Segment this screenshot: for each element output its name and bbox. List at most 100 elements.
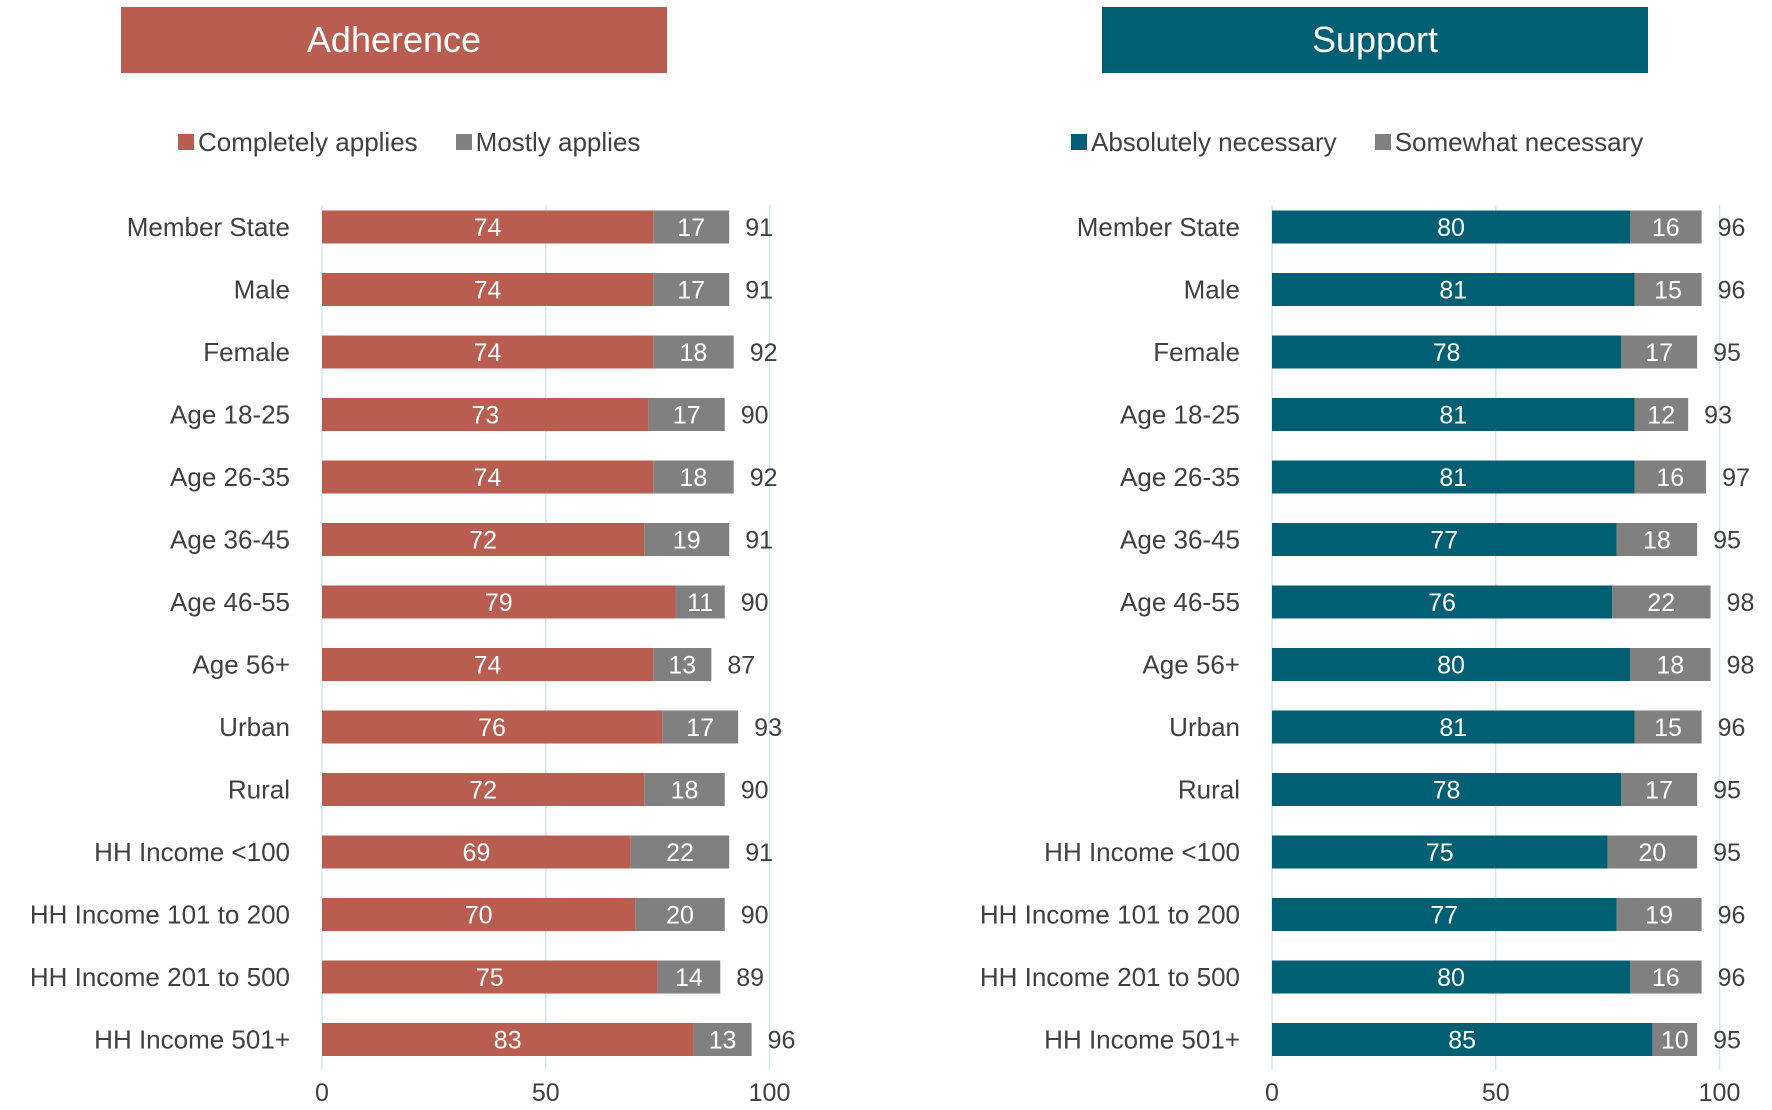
support-data-label-somewhat-necessary-age-46-55: 22: [1647, 589, 1675, 617]
adherence-data-label-mostly-applies-hh-income-201-to-500: 14: [675, 964, 703, 992]
adherence-bar-mostly-applies-male: [653, 273, 730, 306]
adherence-tick-label-50: 50: [532, 1079, 560, 1107]
adherence-total-label-male: 91: [745, 277, 773, 305]
adherence-total-label-hh-income-201-to-500: 89: [736, 964, 764, 992]
support-bar-somewhat-necessary-age-26-35: [1634, 460, 1707, 494]
adherence-category-label-hh-income-201-to-500: HH Income 201 to 500: [30, 962, 290, 992]
legend-item-completely-applies: Completely applies: [178, 127, 418, 158]
adherence-data-label-mostly-applies-hh-income-100: 22: [666, 839, 694, 867]
adherence-bar-mostly-applies-age-18-25: [648, 398, 725, 431]
support-bar-somewhat-necessary-rural: [1621, 773, 1698, 806]
adherence-total-label-hh-income-101-to-200: 90: [741, 902, 769, 930]
adherence-bar-completely-applies-age-36-45: [322, 523, 645, 556]
support-bar-absolutely-necessary-age-18-25: [1272, 398, 1635, 431]
adherence-category-label-age-26-35: Age 26-35: [170, 462, 290, 492]
adherence-bar-completely-applies-rural: [322, 773, 645, 806]
adherence-bar-mostly-applies-hh-income-201-to-500: [657, 960, 721, 994]
support-category-label-age-46-55: Age 46-55: [1120, 587, 1240, 617]
support-total-label-hh-income-201-to-500: 96: [1718, 964, 1746, 992]
support-bar-absolutely-necessary-age-46-55: [1272, 585, 1613, 619]
adherence-category-label-rural: Rural: [228, 775, 290, 805]
legend-item-somewhat-necessary: Somewhat necessary: [1374, 127, 1643, 158]
adherence-bar-mostly-applies-age-26-35: [653, 460, 734, 494]
adherence-data-label-completely-applies-hh-income-201-to-500: 75: [476, 964, 504, 992]
support-data-label-absolutely-necessary-hh-income-100: 75: [1426, 839, 1454, 867]
support-total-label-age-36-45: 95: [1713, 527, 1741, 555]
adherence-data-label-completely-applies-age-46-55: 79: [485, 589, 513, 617]
support-category-label-hh-income-201-to-500: HH Income 201 to 500: [980, 962, 1240, 992]
support-data-label-somewhat-necessary-age-56: 18: [1656, 652, 1684, 680]
legend-item-absolutely-necessary: Absolutely necessary: [1071, 127, 1337, 158]
adherence-bar-completely-applies-urban: [322, 710, 663, 744]
adherence-total-label-female: 92: [750, 339, 778, 367]
adherence-data-label-completely-applies-age-26-35: 74: [474, 464, 502, 492]
legend-swatch-absolutely-necessary: [1071, 134, 1087, 150]
support-data-label-somewhat-necessary-urban: 15: [1654, 714, 1682, 742]
support-data-label-somewhat-necessary-member-state: 16: [1652, 214, 1680, 242]
adherence-total-label-age-18-25: 90: [741, 402, 769, 430]
support-data-label-absolutely-necessary-urban: 81: [1439, 714, 1467, 742]
support-total-label-hh-income-101-to-200: 96: [1718, 902, 1746, 930]
adherence-bar-completely-applies-age-18-25: [322, 398, 649, 431]
adherence-data-label-mostly-applies-age-56: 13: [668, 652, 696, 680]
adherence-legend: Completely applies Mostly applies: [178, 127, 678, 157]
support-data-label-absolutely-necessary-hh-income-101-to-200: 77: [1430, 902, 1458, 930]
adherence-data-label-mostly-applies-urban: 17: [686, 714, 714, 742]
support-data-label-somewhat-necessary-hh-income-101-to-200: 19: [1645, 902, 1673, 930]
support-bar-absolutely-necessary-member-state: [1272, 210, 1630, 244]
support-tick-label-0: 0: [1265, 1079, 1279, 1107]
support-data-label-absolutely-necessary-member-state: 80: [1437, 214, 1465, 242]
support-bar-absolutely-necessary-hh-income-101-to-200: [1272, 898, 1617, 931]
adherence-category-label-hh-income-101-to-200: HH Income 101 to 200: [30, 900, 290, 930]
support-total-label-age-18-25: 93: [1704, 402, 1732, 430]
support-banner: Support: [1102, 7, 1648, 73]
adherence-category-label-member-state: Member State: [127, 212, 290, 242]
adherence-data-label-completely-applies-age-18-25: 73: [471, 402, 499, 430]
support-bar-absolutely-necessary-age-36-45: [1272, 523, 1617, 556]
adherence-category-label-hh-income-100: HH Income <100: [94, 837, 290, 867]
adherence-bar-mostly-applies-hh-income-101-to-200: [635, 898, 725, 931]
adherence-total-label-age-36-45: 91: [745, 527, 773, 555]
adherence-bar-mostly-applies-urban: [662, 710, 739, 744]
adherence-bar-completely-applies-member-state: [322, 210, 654, 244]
support-bar-somewhat-necessary-age-46-55: [1612, 585, 1711, 619]
support-bar-somewhat-necessary-member-state: [1630, 210, 1702, 244]
adherence-bar-mostly-applies-female: [653, 335, 734, 369]
legend-item-mostly-applies: Mostly applies: [455, 127, 640, 158]
adherence-bar-mostly-applies-age-46-55: [675, 585, 725, 619]
legend-label-completely-applies: Completely applies: [198, 126, 418, 157]
support-category-label-age-26-35: Age 26-35: [1120, 462, 1240, 492]
adherence-bar-completely-applies-age-26-35: [322, 460, 654, 494]
support-data-label-somewhat-necessary-hh-income-100: 20: [1638, 839, 1666, 867]
support-total-label-hh-income-501: 95: [1713, 1027, 1741, 1055]
support-bar-absolutely-necessary-age-26-35: [1272, 460, 1635, 494]
support-category-label-urban: Urban: [1169, 712, 1240, 742]
adherence-bar-completely-applies-hh-income-101-to-200: [322, 898, 636, 931]
support-bar-somewhat-necessary-age-18-25: [1634, 398, 1689, 431]
adherence-category-label-age-56: Age 56+: [192, 650, 290, 680]
support-data-label-absolutely-necessary-rural: 78: [1433, 777, 1461, 805]
support-bar-somewhat-necessary-hh-income-201-to-500: [1630, 960, 1702, 994]
adherence-bar-completely-applies-hh-income-501: [322, 1023, 694, 1056]
support-total-label-rural: 95: [1713, 777, 1741, 805]
support-data-label-absolutely-necessary-male: 81: [1439, 277, 1467, 305]
legend-swatch-mostly-applies: [455, 134, 472, 150]
adherence-data-label-mostly-applies-hh-income-101-to-200: 20: [666, 902, 694, 930]
adherence-data-label-completely-applies-rural: 72: [469, 777, 497, 805]
support-bar-somewhat-necessary-age-36-45: [1616, 523, 1698, 556]
support-category-label-hh-income-101-to-200: HH Income 101 to 200: [980, 900, 1240, 930]
adherence-tick-label-0: 0: [315, 1079, 329, 1107]
support-bar-somewhat-necessary-female: [1621, 335, 1698, 369]
support-bar-absolutely-necessary-age-56: [1272, 648, 1630, 681]
support-bar-somewhat-necessary-urban: [1634, 710, 1702, 744]
adherence-bar-completely-applies-hh-income-201-to-500: [322, 960, 658, 994]
support-total-label-male: 96: [1718, 277, 1746, 305]
adherence-data-label-completely-applies-member-state: 74: [474, 214, 502, 242]
adherence-data-label-mostly-applies-age-18-25: 17: [673, 402, 701, 430]
adherence-category-label-age-18-25: Age 18-25: [170, 400, 290, 430]
support-bar-absolutely-necessary-male: [1272, 273, 1635, 306]
support-total-label-member-state: 96: [1718, 214, 1746, 242]
support-bar-absolutely-necessary-urban: [1272, 710, 1635, 744]
support-bar-somewhat-necessary-hh-income-101-to-200: [1616, 898, 1702, 931]
adherence-data-label-mostly-applies-hh-income-501: 13: [709, 1027, 737, 1055]
